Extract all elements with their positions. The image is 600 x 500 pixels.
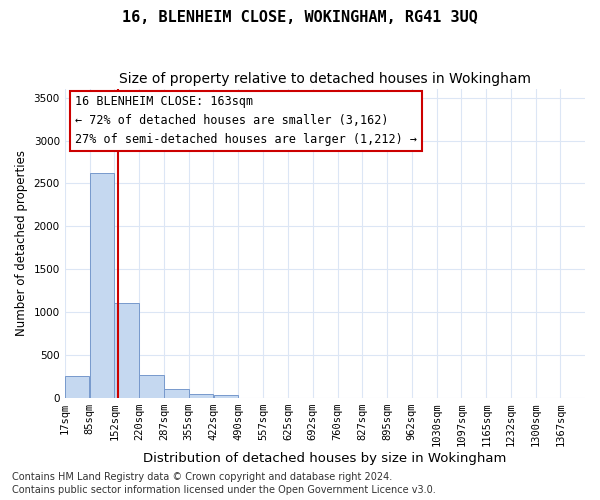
Bar — [139, 375, 164, 398]
Bar — [115, 304, 139, 398]
Bar — [214, 396, 238, 398]
Bar — [164, 390, 188, 398]
Text: Contains HM Land Registry data © Crown copyright and database right 2024.
Contai: Contains HM Land Registry data © Crown c… — [12, 472, 436, 495]
Bar — [189, 394, 213, 398]
Bar — [65, 376, 89, 398]
Y-axis label: Number of detached properties: Number of detached properties — [15, 150, 28, 336]
X-axis label: Distribution of detached houses by size in Wokingham: Distribution of detached houses by size … — [143, 452, 506, 465]
Text: 16 BLENHEIM CLOSE: 163sqm
← 72% of detached houses are smaller (3,162)
27% of se: 16 BLENHEIM CLOSE: 163sqm ← 72% of detac… — [75, 95, 417, 146]
Title: Size of property relative to detached houses in Wokingham: Size of property relative to detached ho… — [119, 72, 531, 86]
Text: 16, BLENHEIM CLOSE, WOKINGHAM, RG41 3UQ: 16, BLENHEIM CLOSE, WOKINGHAM, RG41 3UQ — [122, 10, 478, 25]
Bar — [90, 173, 114, 398]
